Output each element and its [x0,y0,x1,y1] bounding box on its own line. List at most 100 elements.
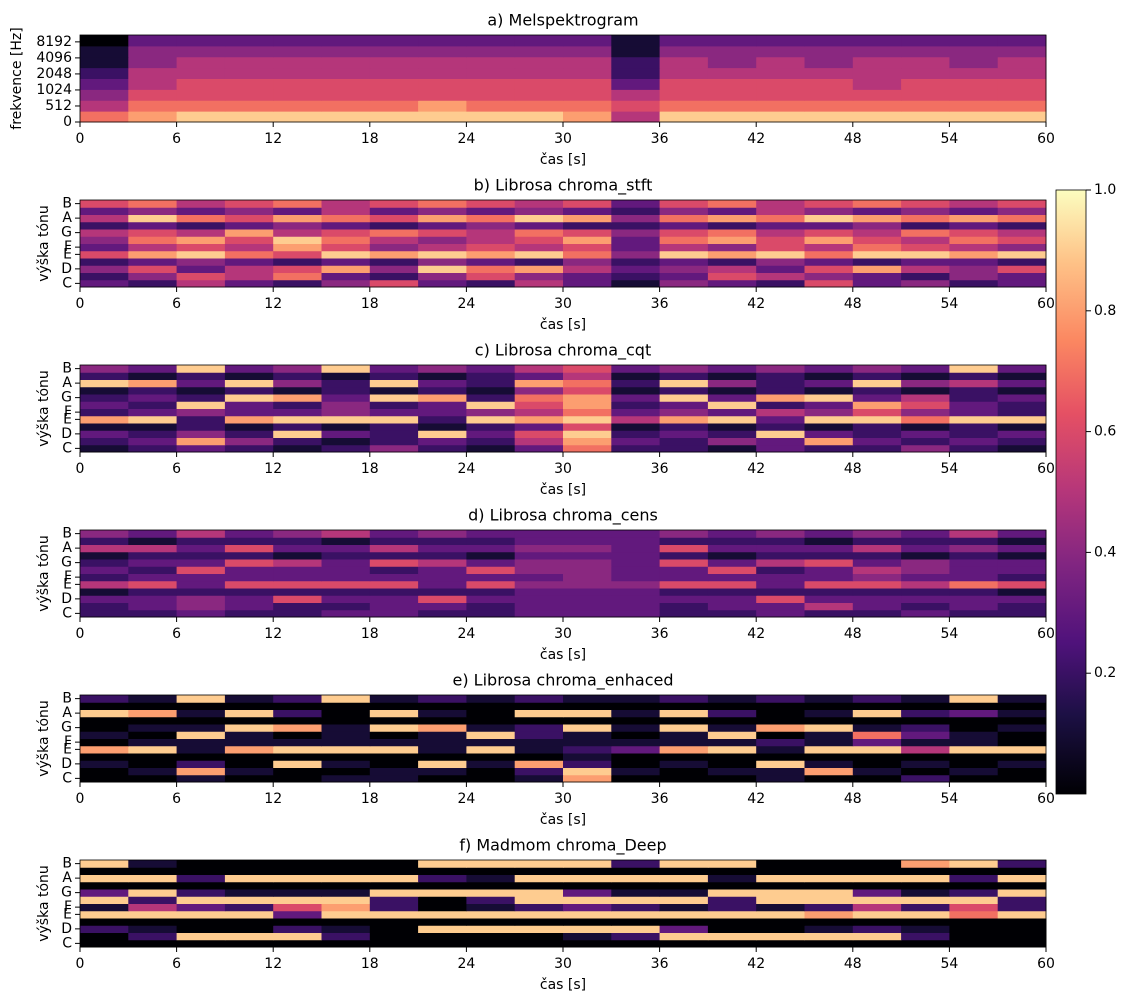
heat-cell [466,394,516,402]
heat-cell [611,100,661,112]
heat-cell [466,221,516,230]
heat-cell [321,896,371,904]
heat-cell [418,78,467,90]
heat-cell [756,386,805,395]
heat-cell [80,745,129,754]
heat-cell [949,236,999,244]
y-tick-label: 1024 [36,82,72,98]
heat-cell [321,45,371,58]
heat-cell [997,695,1047,703]
heat-cell [224,874,274,883]
heat-cell [949,918,999,926]
heat-cell [369,67,419,79]
heat-cell [418,767,467,776]
heat-cell [997,724,1047,732]
heat-cell [707,760,757,768]
heat-cell [756,566,805,574]
heat-cell [80,430,129,438]
heat-cell [997,867,1047,875]
heat-cell [80,229,129,237]
heat-cell [804,89,854,101]
heat-cell [128,437,178,446]
heat-cell [273,559,322,567]
heat-cell [128,889,178,897]
heat-cell [611,867,661,875]
heat-cell [611,731,661,739]
heat-cell [128,566,178,574]
x-tick-label: 30 [554,461,572,477]
heat-cell [369,394,419,402]
heat-cell [756,272,805,281]
heat-cell [997,874,1047,883]
heat-cell [466,566,516,574]
heat-cell [224,753,274,761]
heat-cell [80,588,129,596]
heat-cell [514,372,564,380]
heat-cell [176,437,226,446]
heat-cell [514,889,564,897]
heat-cell [321,702,371,710]
heat-cell [756,702,805,710]
heat-cell [273,609,322,618]
heat-cell [659,716,709,725]
heat-cell [321,738,371,747]
heat-cell [852,716,902,725]
heat-cell [901,867,950,875]
heat-cell [563,530,612,538]
heat-cell [997,386,1047,395]
heat-cell [659,889,709,897]
heat-cell [273,896,322,904]
heat-cell [369,100,419,112]
heat-cell [756,236,805,244]
heat-cell [273,774,322,783]
heat-cell [997,265,1047,273]
heat-cell [756,78,805,90]
heat-cell [611,551,661,560]
heat-cell [369,530,419,538]
x-tick-label: 60 [1037,131,1055,147]
heat-cell [224,265,274,273]
heat-cell [707,874,757,883]
heat-cell [224,537,274,545]
heat-cell [224,559,274,567]
panel-title: b) Librosa chroma_stft [474,176,653,196]
heat-cell [321,932,371,941]
heat-cell [659,896,709,904]
heat-cell [756,731,805,739]
heat-cell [176,401,226,409]
heat-cell [466,437,516,446]
heat-cell [514,200,564,208]
heat-cell [659,918,709,926]
heat-cell [611,265,661,273]
heat-cell [80,918,129,926]
heat-cell [563,394,612,402]
heat-cell [949,910,999,919]
heat-cell [756,588,805,596]
heat-cell [901,221,950,230]
heat-cell [128,731,178,739]
heat-cell [369,207,419,215]
heat-cell [804,394,854,402]
heat-cell [466,111,516,123]
heat-cell [224,588,274,596]
heat-cell [418,588,467,596]
heat-cell [997,78,1047,90]
heat-cell [901,279,950,288]
heat-cell [466,745,516,754]
heat-cell [273,867,322,875]
heat-cell [466,602,516,611]
heat-cell [224,200,274,208]
heat-cell [514,867,564,875]
heat-cell [418,918,467,926]
heat-cell [563,580,612,589]
heat-cell [997,243,1047,252]
heat-cell [466,423,516,431]
heat-cell [563,100,612,112]
heat-cell [418,602,467,611]
heat-cell [949,544,999,553]
heat-cell [901,444,950,453]
heat-cell [176,544,226,553]
heat-cell [80,279,129,288]
heat-cell [369,738,419,747]
heat-cell [949,430,999,438]
